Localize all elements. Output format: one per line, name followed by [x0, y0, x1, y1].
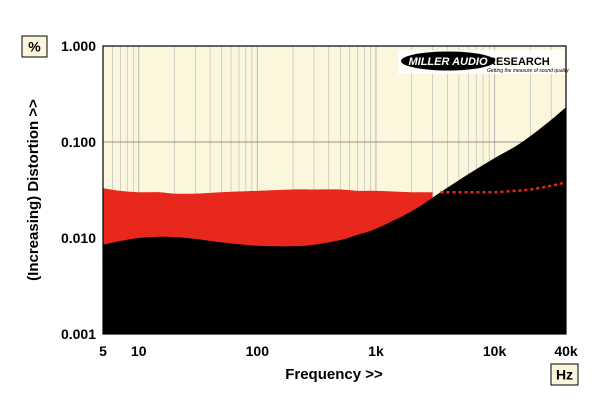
- logo-oval: [401, 51, 495, 71]
- y-tick-label: 0.100: [61, 134, 96, 150]
- x-unit-box: Hz: [550, 363, 579, 386]
- x-tick-label: 10k: [483, 343, 507, 359]
- series-dotted-line: [440, 181, 567, 194]
- series-area-2: [103, 107, 566, 334]
- plot-frame: [102, 45, 567, 335]
- x-tick-label: 5: [99, 343, 107, 359]
- x-axis-title: Frequency >>: [285, 366, 383, 383]
- y-tick-label: 0.010: [61, 230, 96, 246]
- x-tick-label: 40k: [554, 343, 578, 359]
- x-tick-label: 10: [131, 343, 147, 359]
- series-layer: [103, 107, 567, 334]
- y-axis-title: (Increasing) Distortion >>: [25, 99, 42, 281]
- x-tick-label: 100: [246, 343, 270, 359]
- logo: MILLER AUDIO RESEARCH Getting the measur…: [398, 50, 569, 74]
- x-tick-label: 1k: [368, 343, 384, 359]
- y-unit-label: %: [28, 39, 41, 55]
- tick-labels: 5 10 100 1k 10k 40k 0.001 0.010 0.100 1.000: [61, 38, 578, 359]
- y-unit-box: %: [21, 35, 48, 58]
- y-tick-label: 0.001: [61, 326, 96, 342]
- logo-tagline: Getting the measure of sound quality: [487, 68, 569, 74]
- logo-text-right: RESEARCH: [488, 56, 550, 68]
- y-tick-label: 1.000: [61, 38, 96, 54]
- x-unit-label: Hz: [556, 367, 573, 383]
- logo-text-main: MILLER AUDIO: [408, 56, 487, 68]
